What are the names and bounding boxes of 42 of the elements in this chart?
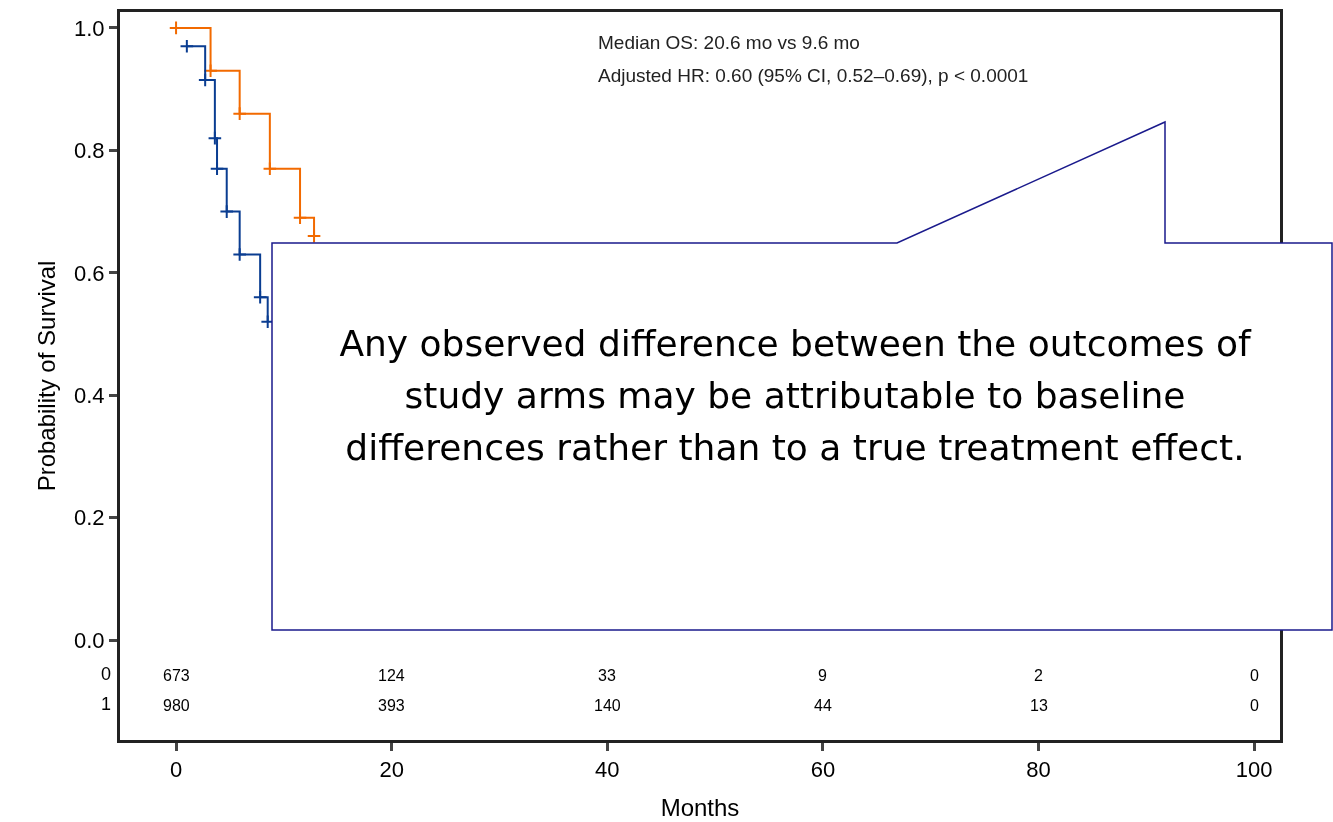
point [292, 210, 308, 226]
x-tick-label: 60 [810, 757, 836, 783]
point [219, 204, 235, 219]
point [232, 247, 247, 262]
x-axis-title: Months [660, 793, 740, 821]
annotation: Median OS: 20.6 mo vs 9.6 mo [598, 32, 860, 53]
annotation: 140 [594, 697, 621, 714]
annotation: 2 [1034, 667, 1043, 684]
y-tick-label: 0.8 [74, 138, 105, 164]
x-tick-label: 0 [169, 757, 183, 783]
text: 0 [101, 664, 112, 684]
annotation: 0 [1250, 667, 1259, 684]
point [179, 38, 195, 54]
x-tick-label: 20 [379, 757, 404, 783]
annotation: 124 [378, 667, 405, 684]
y-tick-label: 0.6 [74, 260, 105, 286]
annotation: 980 [163, 697, 190, 714]
y-tick-label: 0.2 [74, 505, 105, 531]
annotation: Adjusted HR: 0.60 (95% CI, 0.52–0.69), p < 0.0001 [598, 65, 1029, 86]
x-tick-label: 80 [1026, 757, 1051, 783]
point [207, 130, 223, 146]
annotation: Any observed difference between the outcomes of study arms may be attributable to baseline differences rather than to a true treatment effect. [338, 322, 1253, 470]
x-tick-label: 100 [1235, 757, 1273, 783]
annotation: 33 [598, 667, 616, 684]
point [209, 161, 225, 177]
point [232, 106, 247, 121]
annotation: 393 [378, 697, 405, 714]
point [203, 63, 218, 79]
y-axis-title: Probability of Survival [33, 260, 61, 492]
annotation: 673 [163, 667, 190, 684]
x-tick-label: 40 [595, 757, 620, 783]
y-tick-label: 0.0 [74, 627, 105, 653]
annotation: 13 [1030, 697, 1048, 714]
point [306, 228, 322, 244]
annotation: 44 [814, 697, 832, 714]
text: 1 [101, 694, 112, 714]
annotation: 9 [818, 667, 827, 684]
y-tick-label: 1.0 [74, 15, 105, 41]
annotation: 0 [1250, 697, 1259, 714]
point [262, 161, 278, 177]
point [252, 290, 268, 305]
y-tick-label: 0.4 [74, 382, 105, 408]
